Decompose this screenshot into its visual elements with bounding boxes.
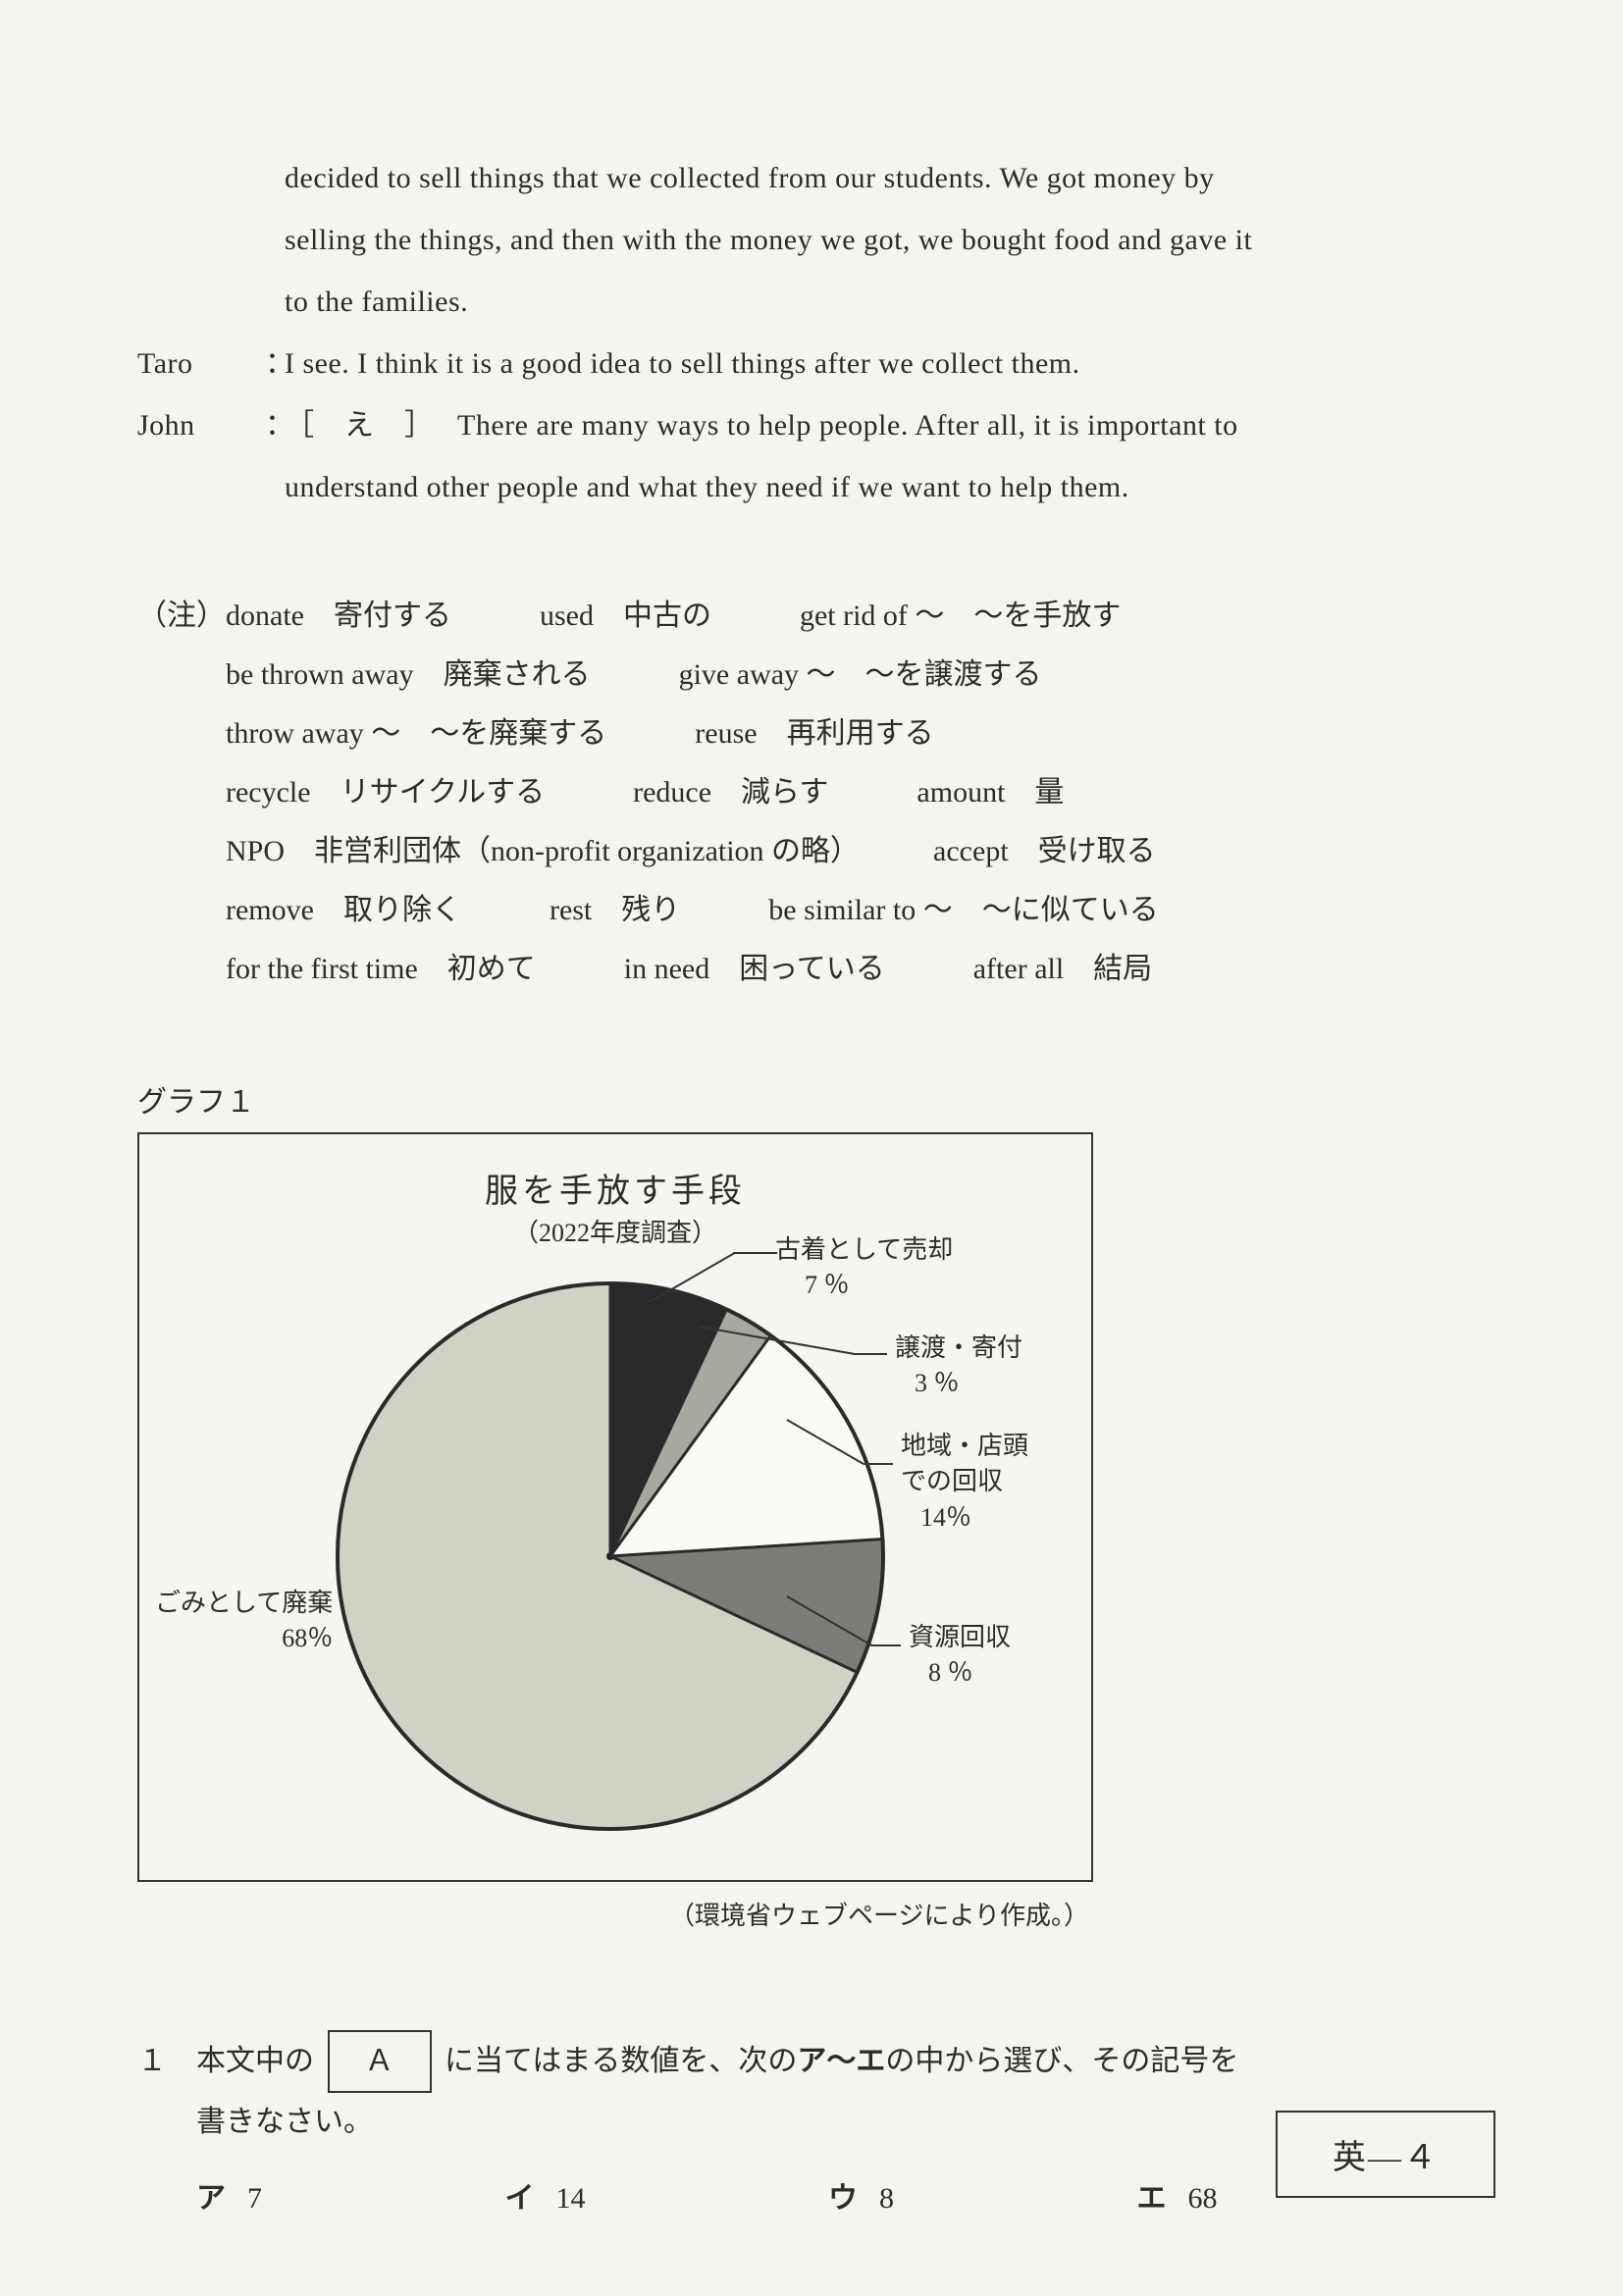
leader-line bbox=[853, 1353, 887, 1355]
choice-value: 8 bbox=[879, 2169, 894, 2228]
q-bold: ア～エ bbox=[797, 2045, 885, 2077]
choice-label: ア bbox=[196, 2169, 226, 2228]
slice-name-2: での回収 bbox=[901, 1467, 1003, 1495]
note-line-5: NPO 非営利団体（non-profit organization の略） ac… bbox=[226, 822, 1476, 881]
choice-value: 7 bbox=[247, 2169, 262, 2228]
dialogue-continuation-1: decided to sell things that we collected… bbox=[137, 147, 1476, 209]
slice-name-1: 地域・店頭 bbox=[901, 1432, 1028, 1460]
choice-label: ウ bbox=[828, 2169, 858, 2228]
choice-a: ア7 bbox=[196, 2169, 380, 2228]
slice-name: ごみとして廃棄 bbox=[155, 1589, 333, 1617]
note-body: donate 寄付する used 中古の get rid of ～ ～を手放す … bbox=[226, 587, 1476, 999]
slice-pct: 14％ bbox=[901, 1503, 971, 1532]
speaker-taro: Taro bbox=[137, 333, 265, 394]
leader-line bbox=[871, 1644, 901, 1646]
blank-A-box: Ａ bbox=[328, 2030, 432, 2093]
dialogue-john-row: John ： ［ え ］ There are many ways to help… bbox=[137, 394, 1476, 456]
choice-label: エ bbox=[1137, 2169, 1167, 2228]
q-text-2: に当てはまる数値を、次の bbox=[445, 2045, 797, 2077]
note-line-2: be thrown away 廃棄される give away ～ ～を譲渡する bbox=[226, 646, 1476, 704]
slice-pct: 3 ％ bbox=[895, 1369, 960, 1397]
vocabulary-notes: （注） donate 寄付する used 中古の get rid of ～ ～を… bbox=[137, 587, 1476, 999]
q-text-1: 本文中の bbox=[196, 2045, 314, 2077]
john-speech-1: ［ え ］ There are many ways to help people… bbox=[285, 394, 1476, 456]
note-line-7: for the first time 初めて in need 困っている aft… bbox=[226, 940, 1476, 999]
colon: ： bbox=[265, 333, 285, 394]
dialogue-continuation-3: to the families. bbox=[137, 271, 1476, 333]
dialogue-continuation-2: selling the things, and then with the mo… bbox=[137, 209, 1476, 271]
question-body: 本文中の Ａ に当てはまる数値を、次のア～エの中から選び、その記号を bbox=[196, 2030, 1476, 2093]
chart-box: 服を手放す手段 （2022年度調査） 古着として売却 7 ％ 譲渡・寄付 3 ％… bbox=[137, 1132, 1093, 1882]
dialogue-taro-row: Taro ： I see. I think it is a good idea … bbox=[137, 333, 1476, 394]
note-line-4: recycle リサイクルする reduce 減らす amount 量 bbox=[226, 763, 1476, 822]
slice-pct: 8 ％ bbox=[909, 1658, 973, 1687]
slice-pct: 68％ bbox=[155, 1621, 339, 1656]
note-line-1: donate 寄付する used 中古の get rid of ～ ～を手放す bbox=[226, 587, 1476, 646]
chart-source: （環境省ウェブページにより作成。） bbox=[137, 1896, 1089, 1932]
slice-label-resource-collection: 資源回収 8 ％ bbox=[909, 1620, 1011, 1692]
question-number: １ bbox=[137, 2032, 196, 2091]
page: decided to sell things that we collected… bbox=[0, 0, 1623, 2296]
colon: ： bbox=[265, 394, 285, 456]
pie-chart bbox=[336, 1281, 885, 1831]
slice-label-disposed: ごみとして廃棄 68％ bbox=[155, 1586, 333, 1657]
choice-value: 68 bbox=[1188, 2169, 1218, 2228]
slice-label-sold-used: 古着として売却 7 ％ bbox=[775, 1232, 953, 1304]
chart-title: 服を手放す手段 bbox=[139, 1164, 1091, 1212]
choice-value: 14 bbox=[556, 2169, 586, 2228]
note-label: （注） bbox=[137, 587, 226, 999]
slice-name: 古着として売却 bbox=[775, 1235, 953, 1264]
leader-line bbox=[733, 1252, 777, 1254]
q-text-3: の中から選び、その記号を bbox=[885, 2045, 1238, 2077]
note-line-3: throw away ～ ～を廃棄する reuse 再利用する bbox=[226, 704, 1476, 763]
john-speech-2: understand other people and what they ne… bbox=[137, 456, 1476, 518]
slice-label-transfer-donate: 譲渡・寄付 3 ％ bbox=[895, 1331, 1022, 1402]
choice-label: イ bbox=[505, 2169, 535, 2228]
pie-separators bbox=[336, 1281, 885, 1831]
leader-line bbox=[864, 1463, 893, 1465]
choice-u: ウ8 bbox=[828, 2169, 1012, 2228]
speaker-john: John bbox=[137, 394, 265, 456]
slice-label-store-collection: 地域・店頭 での回収 14％ bbox=[901, 1429, 1028, 1536]
slice-name: 譲渡・寄付 bbox=[895, 1333, 1022, 1362]
slice-name: 資源回収 bbox=[909, 1623, 1011, 1651]
page-number-box: 英―４ bbox=[1276, 2111, 1495, 2198]
dialogue-block: decided to sell things that we collected… bbox=[137, 147, 1476, 518]
taro-speech: I see. I think it is a good idea to sell… bbox=[285, 333, 1476, 394]
slice-pct: 7 ％ bbox=[775, 1271, 850, 1299]
choice-i: イ 14 bbox=[505, 2169, 704, 2228]
graph-label: グラフ１ bbox=[137, 1077, 1476, 1121]
note-line-6: remove 取り除く rest 残り be similar to ～ ～に似て… bbox=[226, 881, 1476, 940]
